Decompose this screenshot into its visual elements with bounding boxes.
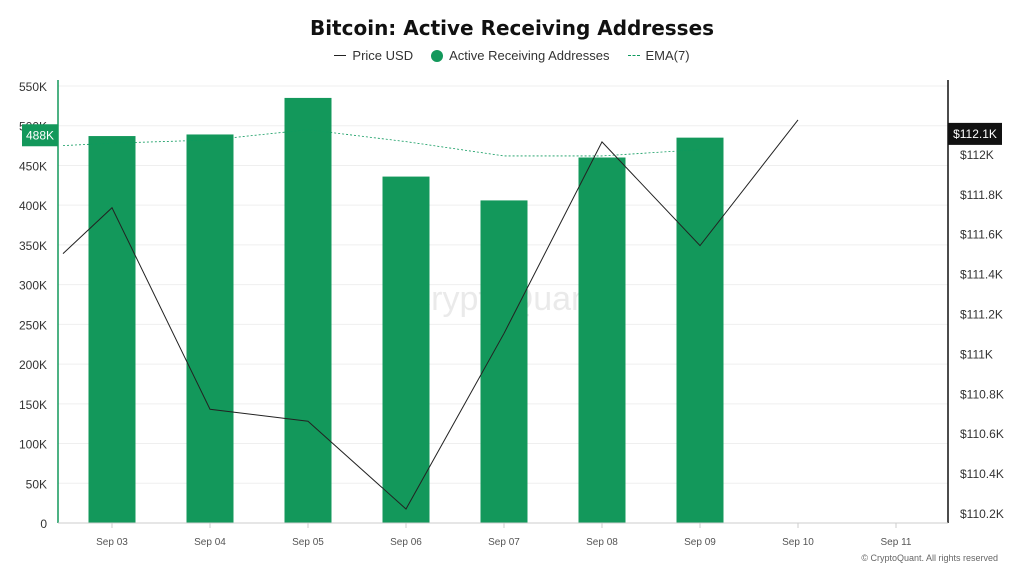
left-tick-label: 450K bbox=[19, 159, 47, 173]
right-tick-label: $112K bbox=[960, 148, 994, 162]
left-tick-label: 550K bbox=[19, 80, 47, 94]
legend-label-price: Price USD bbox=[352, 48, 414, 63]
left-tick-label: 50K bbox=[26, 477, 47, 491]
left-tick-label: 100K bbox=[19, 438, 47, 452]
chart-title: Bitcoin: Active Receiving Addresses bbox=[309, 16, 715, 40]
right-current-value-label: $112.1K bbox=[953, 127, 997, 141]
bar-sep-05 bbox=[284, 97, 332, 523]
left-current-value-box bbox=[22, 124, 58, 147]
legend-dot-swatch bbox=[431, 49, 444, 62]
right-tick-label: $110.2K bbox=[960, 507, 1004, 521]
x-tick-label: Sep 03 bbox=[96, 537, 128, 548]
copyright-credit: © CryptoQuant. All rights reserved bbox=[861, 553, 998, 563]
x-tick-label: Sep 11 bbox=[881, 537, 912, 548]
legend-item-ema[interactable]: EMA(7) bbox=[627, 48, 690, 63]
bar-sep-07 bbox=[480, 200, 528, 523]
right-tick-label: $111.2K bbox=[960, 307, 1003, 321]
legend-label-active-addresses: Active Receiving Addresses bbox=[449, 48, 610, 63]
right-tick-label: $111K bbox=[960, 347, 993, 361]
right-current-value-box bbox=[948, 122, 1002, 145]
chart-legend: Price USD Active Receiving Addresses EMA… bbox=[0, 48, 1024, 63]
x-tick-label: Sep 04 bbox=[194, 537, 226, 548]
legend-item-price[interactable]: Price USD bbox=[334, 48, 413, 63]
price-line bbox=[62, 119, 799, 510]
x-tick-label: Sep 06 bbox=[390, 537, 422, 548]
x-tick-label: Sep 05 bbox=[292, 537, 324, 548]
left-tick-label: 250K bbox=[19, 318, 47, 332]
legend-item-active-addresses[interactable]: Active Receiving Addresses bbox=[431, 48, 610, 63]
left-tick-label: 400K bbox=[19, 199, 47, 213]
left-tick-label: 350K bbox=[19, 239, 47, 253]
bar-sep-08 bbox=[578, 157, 626, 523]
left-tick-label: 0 bbox=[40, 517, 47, 531]
right-tick-label: $111.4K bbox=[960, 268, 1003, 282]
left-current-value-label: 488K bbox=[26, 128, 54, 142]
bar-sep-03 bbox=[88, 136, 136, 523]
ema-line bbox=[62, 129, 701, 157]
left-tick-label: 200K bbox=[19, 358, 47, 372]
x-tick-label: Sep 07 bbox=[488, 537, 520, 548]
bar-sep-06 bbox=[382, 176, 430, 523]
legend-dash-swatch bbox=[627, 55, 640, 56]
left-tick-label: 150K bbox=[19, 398, 47, 412]
legend-label-ema: EMA(7) bbox=[645, 48, 690, 63]
bar-sep-04 bbox=[186, 134, 234, 523]
right-tick-label: $111.6K bbox=[960, 228, 1003, 242]
right-tick-label: $110.8K bbox=[960, 387, 1004, 401]
legend-line-swatch bbox=[334, 55, 347, 56]
x-tick-label: Sep 08 bbox=[586, 537, 618, 548]
x-tick-label: Sep 09 bbox=[684, 537, 716, 548]
left-tick-label: 300K bbox=[19, 279, 47, 293]
x-tick-label: Sep 10 bbox=[782, 537, 814, 548]
bar-sep-09 bbox=[676, 137, 724, 524]
right-tick-label: $111.8K bbox=[960, 188, 1003, 202]
right-tick-label: $110.6K bbox=[960, 427, 1004, 441]
right-tick-label: $110.4K bbox=[960, 467, 1004, 481]
